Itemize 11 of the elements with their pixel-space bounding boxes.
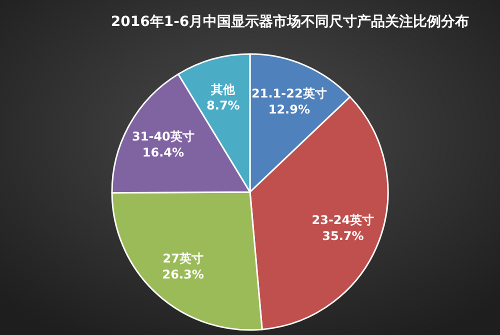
slice-label: 27英寸 <box>162 251 204 266</box>
data-label: 12.9% <box>268 102 310 117</box>
data-label: 8.7% <box>206 98 240 112</box>
slice-label: 31-40英寸 <box>132 130 194 144</box>
slice-label: 其他 <box>210 82 236 96</box>
slice-label: 23-24英寸 <box>312 213 374 228</box>
slice-label: 21.1-22英寸 <box>252 86 327 101</box>
data-label: 26.3% <box>162 267 204 282</box>
data-label: 35.7% <box>322 229 364 244</box>
data-label: 16.4% <box>142 146 184 160</box>
chart-title: 2016年1-6月中国显示器市场不同尺寸产品关注比例分布 <box>110 13 470 30</box>
